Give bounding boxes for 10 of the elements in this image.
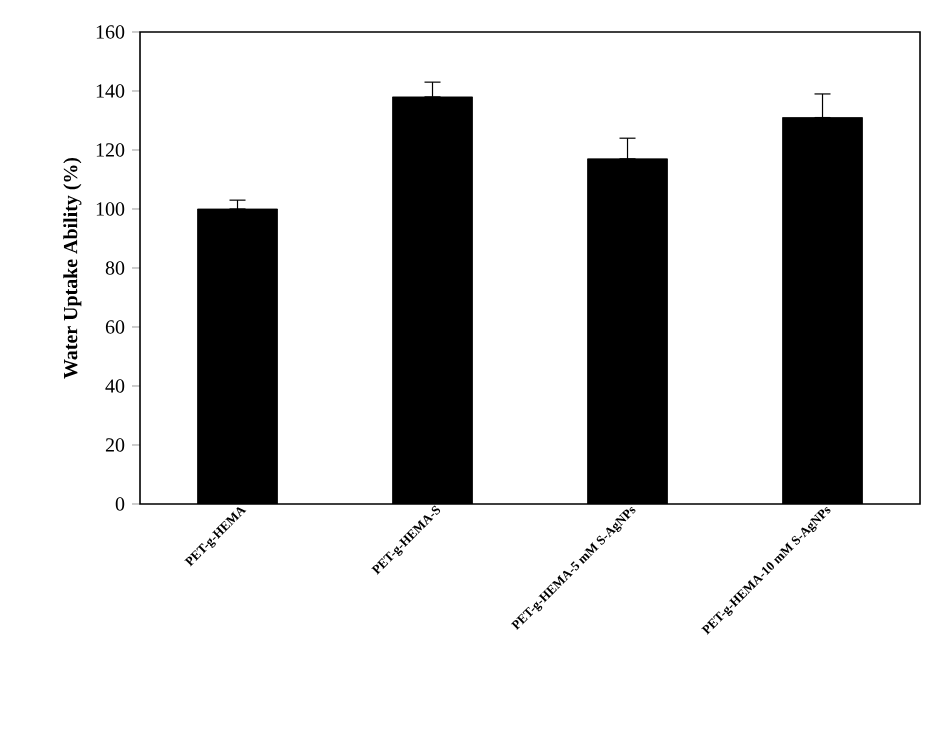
y-tick-label: 20 [105, 438, 125, 452]
y-tick-label: 0 [115, 497, 125, 511]
y-tick-label: 60 [105, 320, 125, 334]
y-tick-label: 80 [105, 261, 125, 275]
y-tick-label: 100 [96, 202, 125, 216]
y-tick-label: 40 [105, 379, 125, 393]
y-tick-label: 140 [96, 84, 125, 98]
y-tick-label: 120 [96, 143, 125, 157]
y-tick-label: 160 [96, 25, 125, 39]
y-axis-title: Water Uptake Ability (%) [63, 157, 82, 379]
